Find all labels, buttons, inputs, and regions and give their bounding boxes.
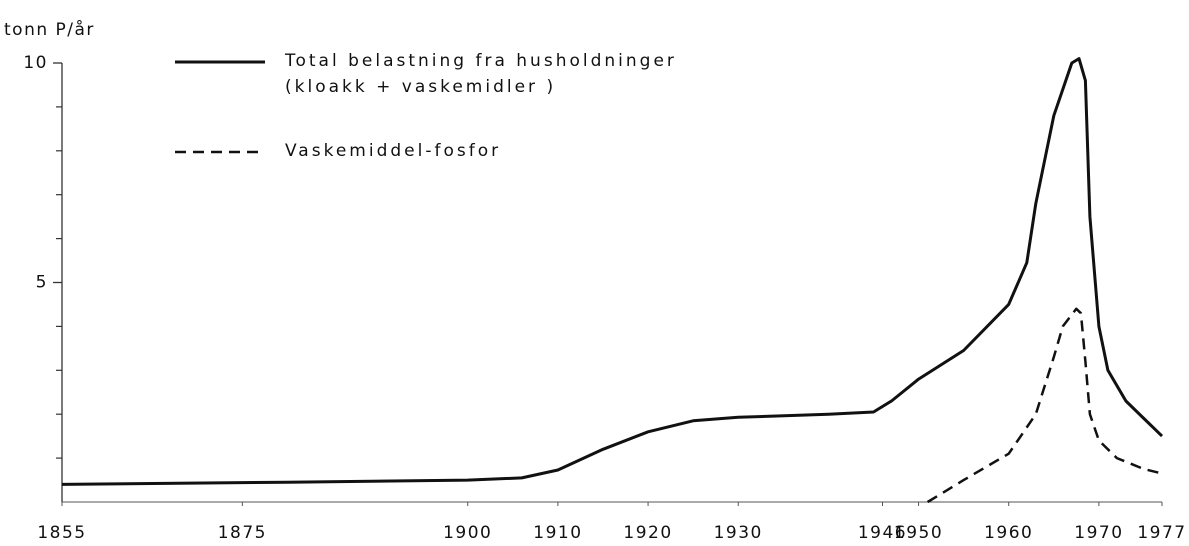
y-tick-label: 5 <box>36 273 48 293</box>
x-tick-label: 1960 <box>984 523 1033 543</box>
x-tick-label: 1970 <box>1074 523 1123 543</box>
x-tick-label: 1946 <box>858 523 907 543</box>
legend-label: Vaskemiddel-fosfor <box>285 141 502 161</box>
x-tick-label: 1910 <box>533 523 582 543</box>
x-tick-label: 1950 <box>894 523 943 543</box>
legend-label: Total belastning fra husholdninger (kloa… <box>285 51 677 97</box>
x-tick-label: 1930 <box>714 523 763 543</box>
x-tick-label: 1900 <box>443 523 492 543</box>
x-tick-label: 1855 <box>37 523 86 543</box>
y-tick-label: 10 <box>23 53 48 73</box>
series-line <box>926 307 1163 504</box>
x-tick-label: 1977 <box>1137 523 1186 543</box>
y-axis-label: tonn P/år <box>4 19 95 40</box>
series-line <box>61 57 1164 486</box>
x-tick-label: 1920 <box>623 523 672 543</box>
x-tick-label: 1875 <box>218 523 267 543</box>
